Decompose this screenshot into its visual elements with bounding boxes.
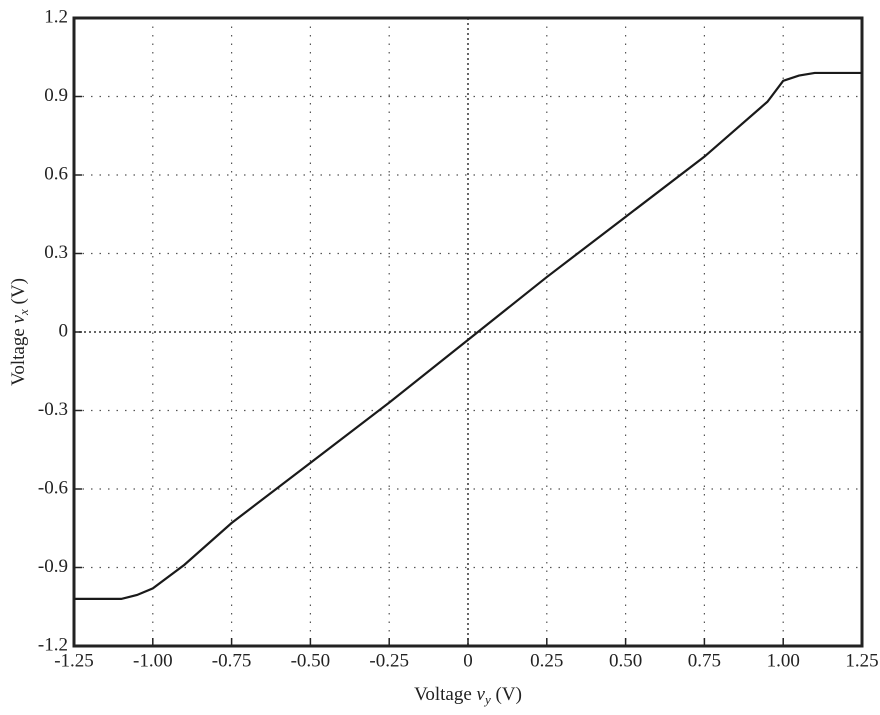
y-tick-label: -0.6: [38, 477, 68, 498]
data-line: [74, 71, 862, 600]
y-tick-label: -0.9: [38, 556, 68, 577]
plot-frame: [72, 16, 864, 648]
y-tick-label: 0.3: [44, 242, 68, 263]
y-tick-label: -0.3: [38, 399, 68, 420]
x-tick-label: -0.75: [212, 650, 252, 671]
x-tick-label: -0.50: [291, 650, 331, 671]
y-tick-label: 0.6: [44, 163, 68, 184]
y-tick-label: 1.2: [44, 6, 68, 27]
y-tick-label: 0: [59, 320, 69, 341]
x-tick-label: -1.00: [133, 650, 173, 671]
x-tick-label: -0.25: [369, 650, 409, 671]
x-tick-label: 1.25: [845, 650, 878, 671]
y-tick-label: -1.2: [38, 634, 68, 655]
x-axis-label: Voltage vy (V): [414, 684, 522, 710]
x-tick-label: 0.25: [530, 650, 563, 671]
x-tick-label: 0: [463, 650, 473, 671]
x-tick-label: 1.00: [767, 650, 800, 671]
x-tick-label: -1.25: [54, 650, 94, 671]
x-tick-label: 0.75: [688, 650, 721, 671]
y-axis-label: Voltage vx (V): [8, 278, 34, 386]
x-tick-label: 0.50: [609, 650, 642, 671]
y-tick-label: 0.9: [44, 85, 68, 106]
